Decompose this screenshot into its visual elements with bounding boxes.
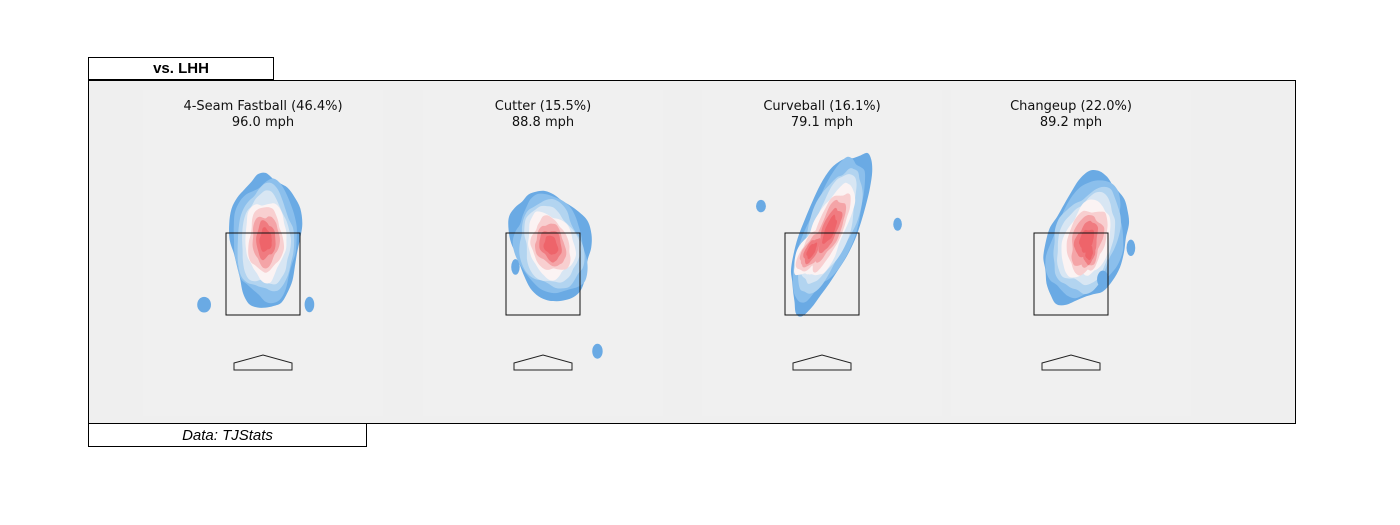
density-speck [511, 259, 520, 275]
home-plate [233, 354, 293, 371]
density-speck [756, 199, 766, 213]
pitch-plot: 4-Seam Fastball (46.4%)96.0 mph [143, 90, 383, 416]
density-contour [1078, 229, 1095, 253]
pitch-name: Cutter (15.5%) [495, 99, 591, 114]
pitch-speed: 79.1 mph [791, 115, 853, 130]
source-label: Data: TJStats [182, 426, 273, 444]
matchup-tab: vs. LHH [88, 57, 274, 80]
density-speck [304, 296, 315, 313]
pitch-name: 4-Seam Fastball (46.4%) [183, 99, 342, 114]
density-contour [1085, 245, 1093, 261]
density-speck [893, 217, 902, 231]
pitch-plot: Curveball (16.1%)79.1 mph [702, 90, 942, 416]
density-contour [822, 214, 837, 244]
strike-zone [1033, 232, 1109, 316]
home-plate [1041, 354, 1101, 371]
strike-zone [225, 232, 301, 316]
pitch-name: Curveball (16.1%) [763, 99, 880, 114]
pitch-speed: 96.0 mph [232, 115, 294, 130]
density-speck [592, 343, 603, 359]
density-contour [543, 235, 559, 255]
pitch-plot: Cutter (15.5%)88.8 mph [423, 90, 663, 416]
source-tab: Data: TJStats [88, 423, 367, 447]
density-speck [1097, 270, 1109, 288]
pitch-plot: Changeup (22.0%)89.2 mph [951, 90, 1191, 416]
density-contour [806, 242, 818, 260]
density-speck [197, 296, 211, 313]
home-plate [513, 354, 573, 371]
strike-zone [784, 232, 860, 316]
density-speck [1126, 239, 1136, 257]
matchup-label: vs. LHH [153, 60, 209, 77]
pitch-name: Changeup (22.0%) [1010, 99, 1132, 114]
pitch-speed: 88.8 mph [512, 115, 574, 130]
home-plate [792, 354, 852, 371]
strike-zone [505, 232, 581, 316]
pitch-speed: 89.2 mph [1040, 115, 1102, 130]
